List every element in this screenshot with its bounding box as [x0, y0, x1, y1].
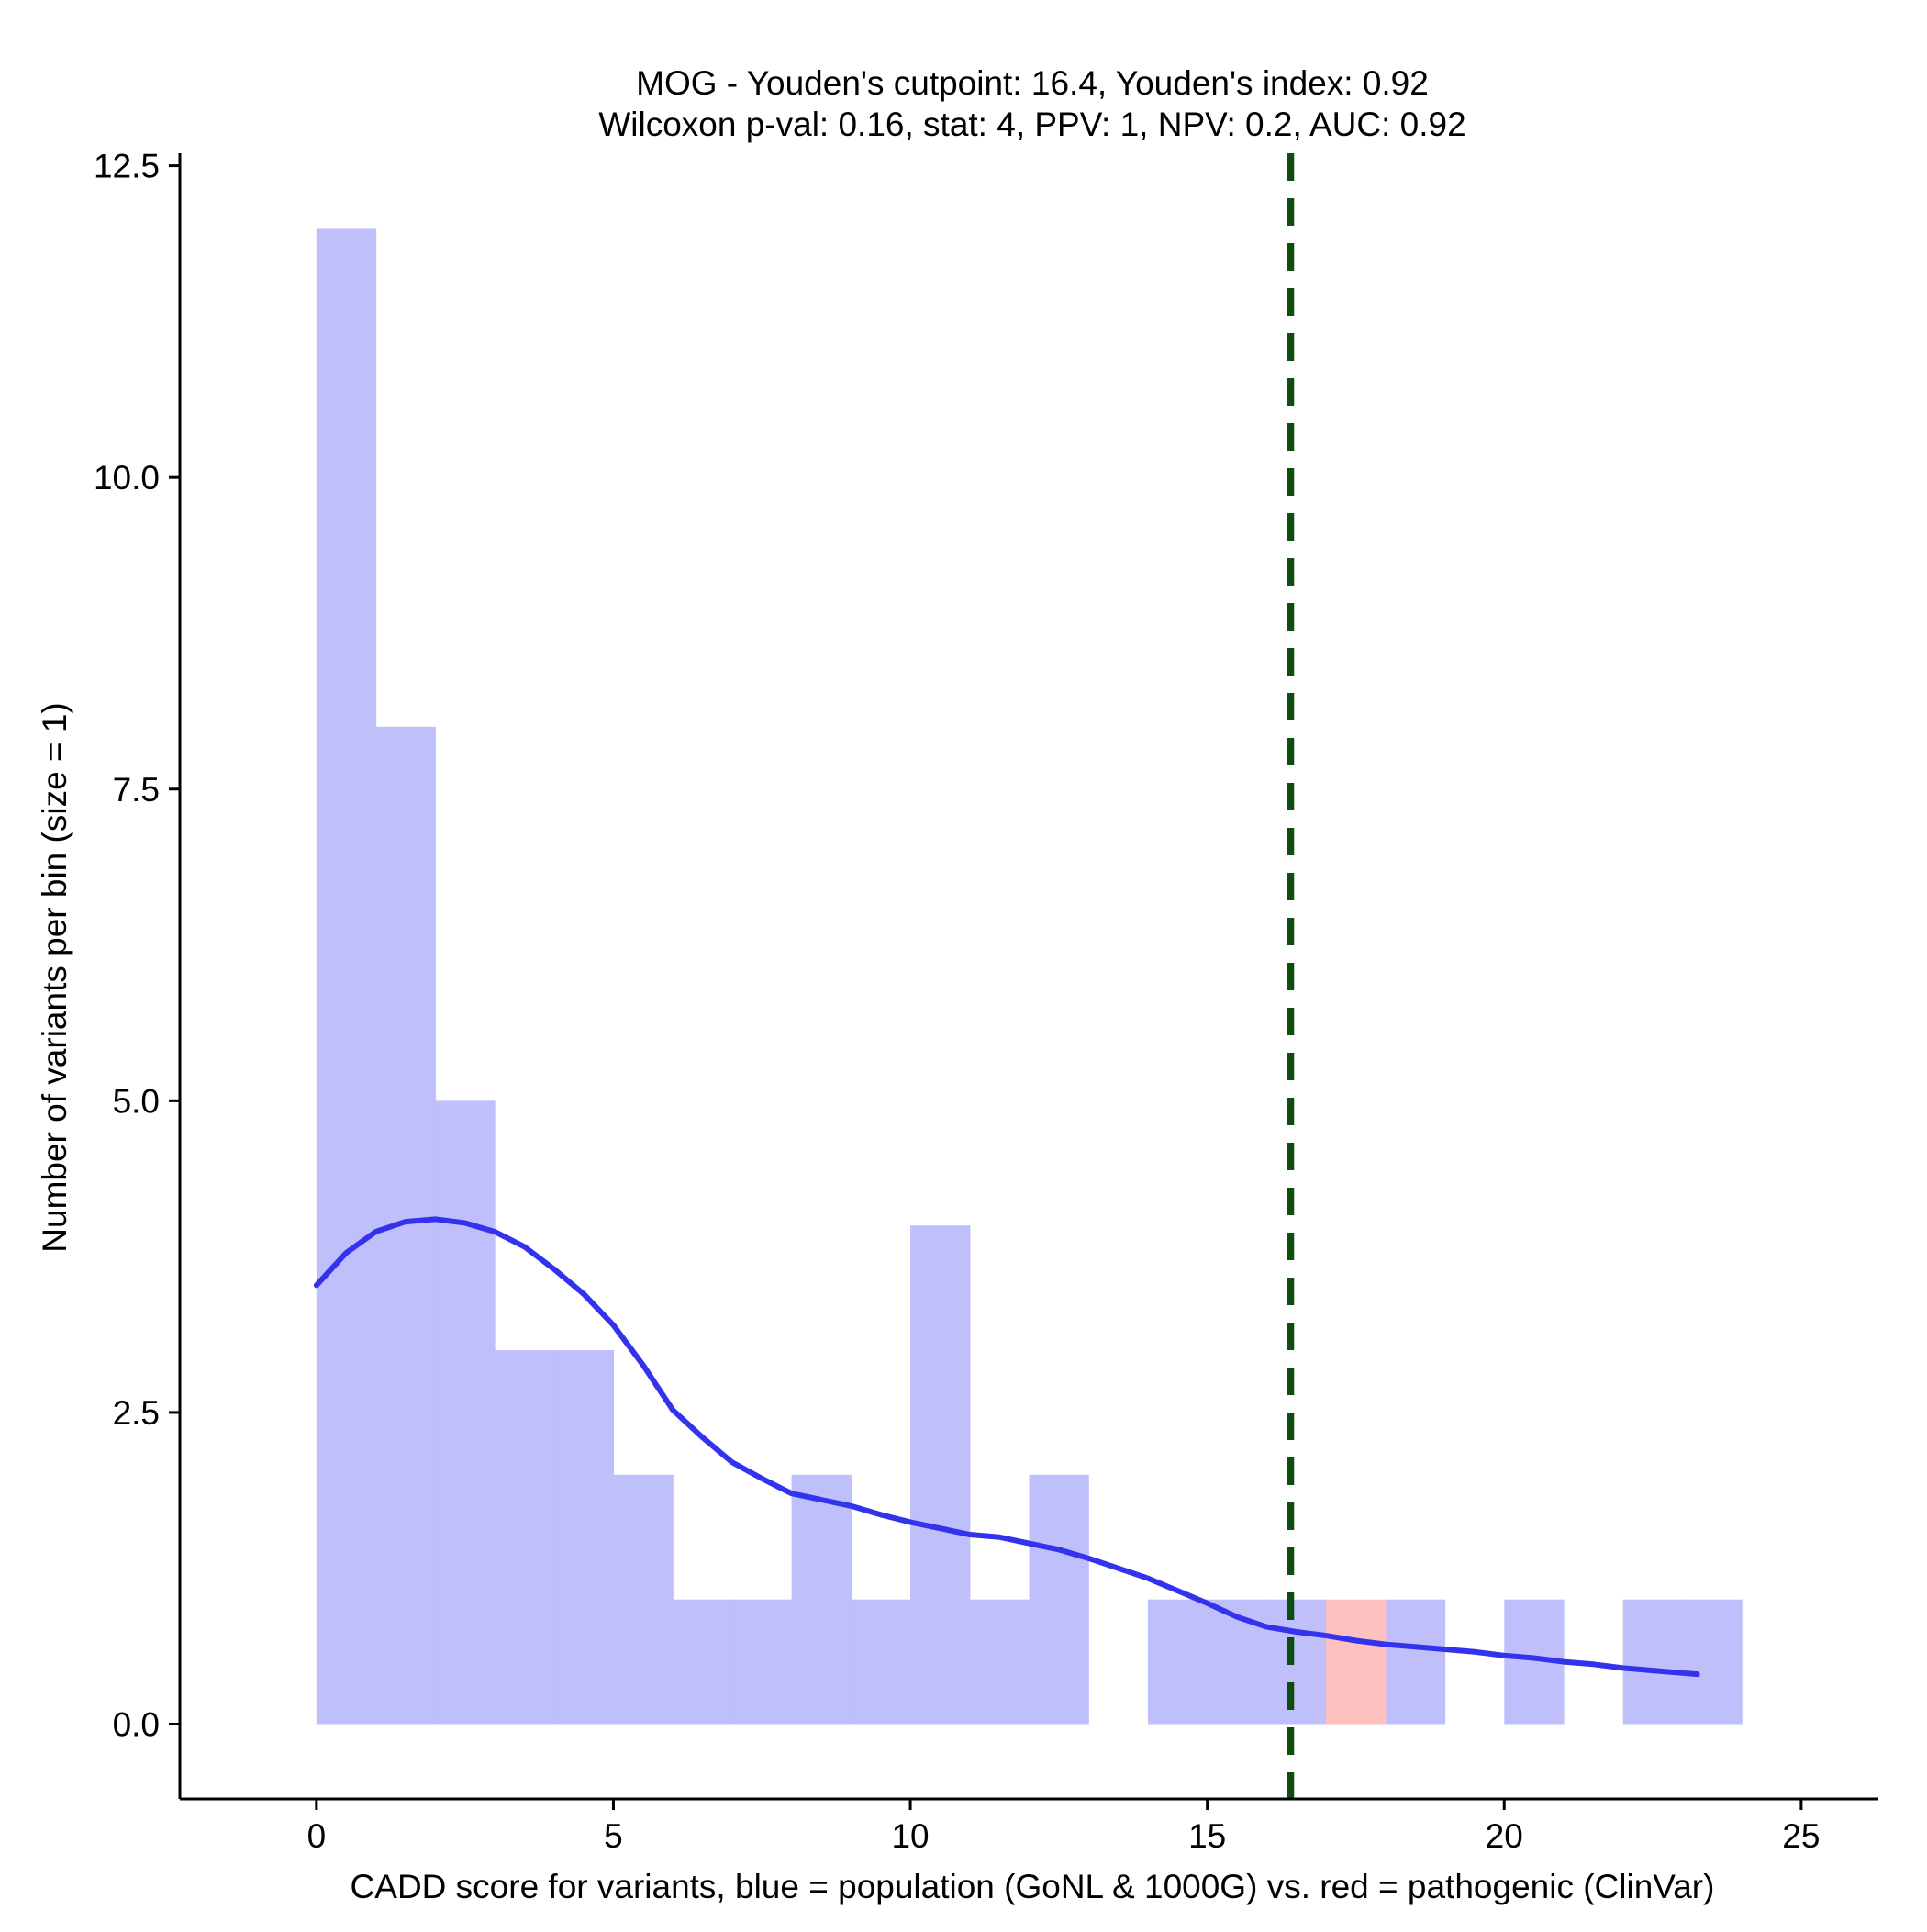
density-curve: [313, 1216, 1700, 1678]
x-tick-label: 10: [891, 1817, 929, 1855]
population-bar-18: [1385, 1599, 1446, 1725]
y-tick-label: 12.5: [94, 148, 160, 185]
population-bar-3: [495, 1350, 555, 1725]
y-tick-label: 0.0: [113, 1706, 160, 1744]
y-tick-label: 2.5: [113, 1394, 160, 1432]
x-tick-label: 5: [604, 1817, 623, 1855]
y-axis-label: Number of variants per bin (size = 1): [36, 702, 73, 1252]
x-tick-label: 25: [1782, 1817, 1820, 1855]
population-bar-5: [613, 1474, 674, 1725]
x-tick-label: 0: [307, 1817, 327, 1855]
population-bar-7: [731, 1599, 793, 1725]
population-bar-16: [1266, 1599, 1327, 1725]
chart-title: MOG - Youden's cutpoint: 16.4, Youden's …: [636, 64, 1429, 102]
x-tick-label: 20: [1486, 1817, 1523, 1855]
population-bar-9: [851, 1599, 911, 1725]
population-bar-22: [1622, 1599, 1684, 1725]
population-bar-10: [910, 1225, 971, 1725]
x-axis-label: CADD score for variants, blue = populati…: [351, 1868, 1715, 1905]
chart-subtitle: Wilcoxon p-val: 0.16, stat: 4, PPV: 1, N…: [598, 106, 1465, 143]
population-bar-15: [1207, 1599, 1267, 1725]
population-bar-6: [673, 1599, 733, 1725]
population-bar-8: [791, 1474, 852, 1725]
x-axis-ticks: 0 5 10 15 20 25: [307, 1799, 1820, 1855]
y-axis-ticks: 0.0 2.5 5.0 7.5 10.0 12.5: [94, 148, 180, 1744]
y-tick-label: 10.0: [94, 459, 160, 497]
population-bar-1: [375, 726, 436, 1725]
pathogenic-bars: [1326, 1599, 1387, 1725]
population-bar-12: [1029, 1474, 1089, 1725]
population-bar-4: [553, 1350, 615, 1725]
population-bar-14: [1147, 1599, 1209, 1725]
population-bar-0: [316, 228, 377, 1725]
population-bar-23: [1682, 1599, 1743, 1725]
pathogenic-bar-17: [1326, 1599, 1387, 1725]
x-tick-label: 15: [1188, 1817, 1226, 1855]
y-tick-label: 7.5: [113, 771, 160, 809]
population-bar-11: [969, 1599, 1030, 1725]
y-tick-label: 5.0: [113, 1082, 160, 1120]
population-bars: [316, 228, 1743, 1725]
population-bar-2: [435, 1100, 496, 1725]
